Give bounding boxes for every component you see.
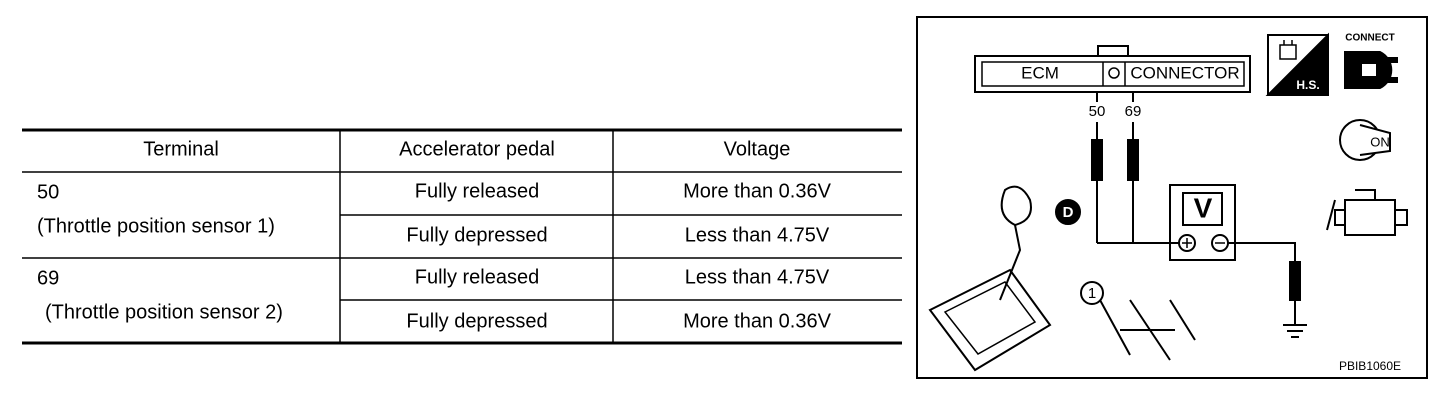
terminal: 69 xyxy=(37,267,59,289)
hs-label: H.S. xyxy=(1296,78,1319,92)
table-grid xyxy=(22,128,902,345)
header-cell: Voltage xyxy=(724,138,791,160)
pedal-state: Fully released xyxy=(415,180,540,202)
header-cell: Accelerator pedal xyxy=(399,138,555,160)
terminal-note: (Throttle position sensor 1) xyxy=(37,215,275,237)
terminal-note: (Throttle position sensor 2) xyxy=(45,301,283,323)
header-cell: Terminal xyxy=(143,138,219,160)
key-label: ON xyxy=(1370,134,1390,149)
probe-label: 50 xyxy=(1089,103,1106,120)
pedal-state: Fully depressed xyxy=(406,224,547,246)
callout: 1 xyxy=(1088,285,1096,302)
pedal-state: Fully depressed xyxy=(406,310,547,332)
marker-d: D xyxy=(1063,204,1074,221)
voltage: Less than 4.75V xyxy=(685,224,830,246)
voltage: More than 0.36V xyxy=(683,310,832,332)
voltage: More than 0.36V xyxy=(683,180,832,202)
connect-label: CONNECT xyxy=(1345,33,1394,44)
voltage: Less than 4.75V xyxy=(685,266,830,288)
terminal: 50 xyxy=(37,181,59,203)
connector-label: ECM xyxy=(1021,63,1059,82)
diagram-text: ECM CONNECTOR H.S. CONNECT 50 69 V ON D 1 PBIB1060… xyxy=(1021,33,1401,374)
connector-label: CONNECTOR xyxy=(1130,63,1239,82)
figure-id: PBIB1060E xyxy=(1339,359,1401,373)
pedal-state: Fully released xyxy=(415,266,540,288)
probe-label: 69 xyxy=(1125,103,1142,120)
diagram xyxy=(916,16,1428,379)
meter-label: V xyxy=(1194,192,1213,223)
table-text: Terminal Accelerator pedal Voltage 50 (Throt… xyxy=(37,138,832,332)
